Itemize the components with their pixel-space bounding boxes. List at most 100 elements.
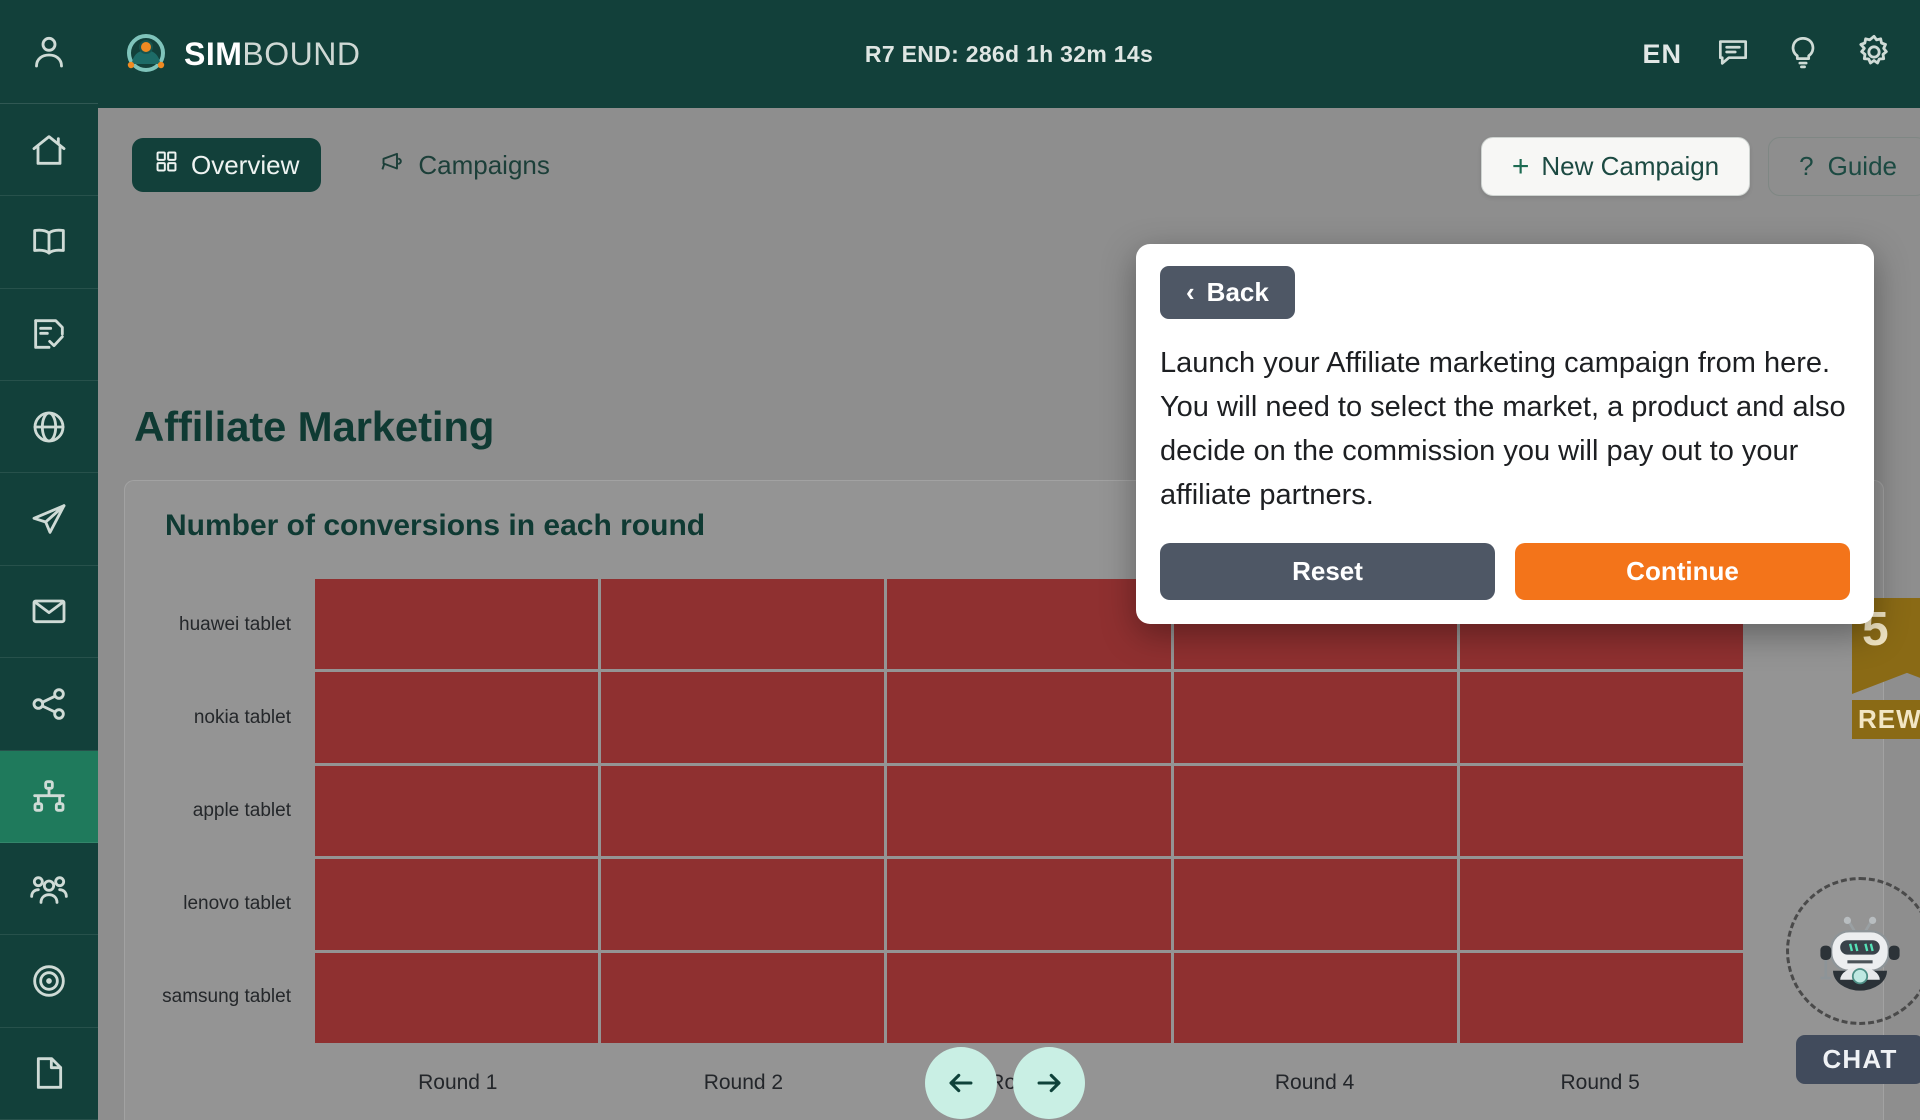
heatmap-cell[interactable] xyxy=(601,859,885,950)
heatmap-cell[interactable] xyxy=(315,579,599,670)
sidebar-item-library[interactable] xyxy=(0,196,98,289)
heatmap-cell[interactable] xyxy=(315,765,599,857)
header-actions: EN xyxy=(1642,32,1894,77)
heatmap-cell[interactable] xyxy=(601,952,885,1043)
guide-label: Guide xyxy=(1827,151,1897,181)
heatmap-cell[interactable] xyxy=(1459,765,1743,857)
envelope-icon xyxy=(29,591,69,631)
sidebar-item-markets[interactable] xyxy=(0,381,98,474)
tab-overview[interactable]: Overview xyxy=(132,138,322,192)
heatmap-cell[interactable] xyxy=(1459,672,1743,763)
heatmap-cell[interactable] xyxy=(601,765,885,857)
new-campaign-label: New Campaign xyxy=(1541,151,1720,181)
heatmap-cell[interactable] xyxy=(1459,952,1743,1043)
heatmap-cell[interactable] xyxy=(887,952,1171,1043)
home-icon xyxy=(29,130,69,170)
sidebar-item-audience[interactable] xyxy=(0,843,98,936)
brand-name-bold: SIM xyxy=(184,35,243,72)
lightbulb-icon[interactable] xyxy=(1784,33,1822,76)
heatmap-cell[interactable] xyxy=(887,579,1171,670)
heatmap-cell[interactable] xyxy=(887,672,1171,763)
heatmap-cell[interactable] xyxy=(1173,765,1457,857)
share-nodes-icon xyxy=(29,684,69,724)
left-sidebar xyxy=(0,0,98,1120)
heatmap-pagination xyxy=(925,1047,1085,1119)
rewards-badge[interactable]: 5 REW xyxy=(1852,598,1920,739)
new-campaign-button[interactable]: + New Campaign xyxy=(1480,137,1751,196)
top-header: SIMBOUND R7 END: 286d 1h 32m 14s EN xyxy=(98,0,1920,108)
users-group-icon xyxy=(29,869,69,909)
conversions-chart-card: Number of conversions in each round huaw… xyxy=(124,480,1884,1120)
next-round-button[interactable] xyxy=(1013,1047,1085,1119)
heatmap-cell[interactable] xyxy=(315,952,599,1043)
prev-round-button[interactable] xyxy=(925,1047,997,1119)
open-book-icon xyxy=(29,222,69,262)
grid-icon xyxy=(154,149,179,181)
tabbar: Overview Campaigns xyxy=(132,137,572,193)
sidebar-item-affiliate[interactable] xyxy=(0,750,98,843)
heatmap-col-label: Round 5 xyxy=(1560,1071,1640,1094)
brand-name: SIMBOUND xyxy=(184,36,360,73)
popover-back-button[interactable]: ‹ Back xyxy=(1160,266,1295,319)
tab-campaigns[interactable]: Campaigns xyxy=(357,137,572,193)
brand-name-light: BOUND xyxy=(242,35,361,72)
sidebar-item-social[interactable] xyxy=(0,658,98,751)
question-mark-icon: ? xyxy=(1799,151,1814,181)
sidebar-item-targeting[interactable] xyxy=(0,935,98,1028)
chat-bubble-icon[interactable] xyxy=(1714,33,1752,76)
sidebar-item-email[interactable] xyxy=(0,566,98,659)
heatmap-cell[interactable] xyxy=(1459,859,1743,950)
sidebar-item-home[interactable] xyxy=(0,104,98,197)
heatmap-y-axis: huawei tablet nokia tablet apple tablet len… xyxy=(145,579,305,1043)
heatmap: huawei tablet nokia tablet apple tablet len… xyxy=(145,579,1865,1120)
globe-icon xyxy=(29,407,69,447)
heatmap-row-label: samsung tablet xyxy=(162,985,291,1007)
heatmap-col-label: Round 1 xyxy=(418,1071,498,1094)
language-selector[interactable]: EN xyxy=(1642,38,1682,69)
popover-back-label: Back xyxy=(1206,277,1269,307)
clipboard-check-icon xyxy=(29,314,69,354)
tab-overview-label: Overview xyxy=(191,149,300,180)
guide-button[interactable]: ? Guide xyxy=(1768,137,1920,196)
popover-continue-button[interactable]: Continue xyxy=(1515,543,1850,601)
heatmap-cell[interactable] xyxy=(315,672,599,763)
plus-icon: + xyxy=(1511,149,1530,183)
megaphone-icon xyxy=(379,148,406,182)
brand-logo[interactable]: SIMBOUND xyxy=(122,30,360,78)
heatmap-cell[interactable] xyxy=(887,765,1171,857)
rewards-label: REW xyxy=(1852,700,1920,739)
chat-assistant[interactable]: CHAT xyxy=(1786,877,1920,1084)
page-title: Affiliate Marketing xyxy=(134,403,495,450)
heatmap-col-label: Round 2 xyxy=(703,1071,784,1094)
sidebar-item-outbound[interactable] xyxy=(0,473,98,566)
sitemap-icon xyxy=(29,776,69,816)
heatmap-row-label: huawei tablet xyxy=(179,614,291,636)
heatmap-cell[interactable] xyxy=(887,859,1171,950)
onboarding-popover: ‹ Back Launch your Affiliate marketing c… xyxy=(1136,244,1874,625)
user-avatar-icon xyxy=(29,31,69,71)
sidebar-item-account[interactable] xyxy=(0,0,98,104)
popover-reset-button[interactable]: Reset xyxy=(1160,543,1495,601)
heatmap-cell[interactable] xyxy=(1173,672,1457,763)
heatmap-grid[interactable] xyxy=(315,579,1743,1043)
chart-title: Number of conversions in each round xyxy=(165,509,706,542)
heatmap-cell[interactable] xyxy=(315,859,599,950)
gear-icon[interactable] xyxy=(1854,32,1894,77)
target-icon xyxy=(29,961,69,1001)
page-actions: + New Campaign ? Guide xyxy=(1480,137,1920,196)
heatmap-col-label: Round 4 xyxy=(1274,1071,1355,1094)
sidebar-item-reports[interactable] xyxy=(0,1028,98,1120)
heatmap-cell[interactable] xyxy=(1173,952,1457,1043)
document-icon xyxy=(29,1053,69,1093)
tab-campaigns-label: Campaigns xyxy=(418,149,550,180)
heatmap-row-label: lenovo tablet xyxy=(183,892,291,914)
heatmap-row-label: nokia tablet xyxy=(193,707,291,729)
heatmap-row-label: apple tablet xyxy=(192,799,291,821)
heatmap-cell[interactable] xyxy=(601,672,885,763)
heatmap-cell[interactable] xyxy=(601,579,885,670)
chat-button[interactable]: CHAT xyxy=(1796,1035,1920,1084)
popover-actions: Reset Continue xyxy=(1160,543,1850,601)
heatmap-cell[interactable] xyxy=(1173,859,1457,950)
robot-icon xyxy=(1786,877,1920,1025)
sidebar-item-tasks[interactable] xyxy=(0,289,98,382)
